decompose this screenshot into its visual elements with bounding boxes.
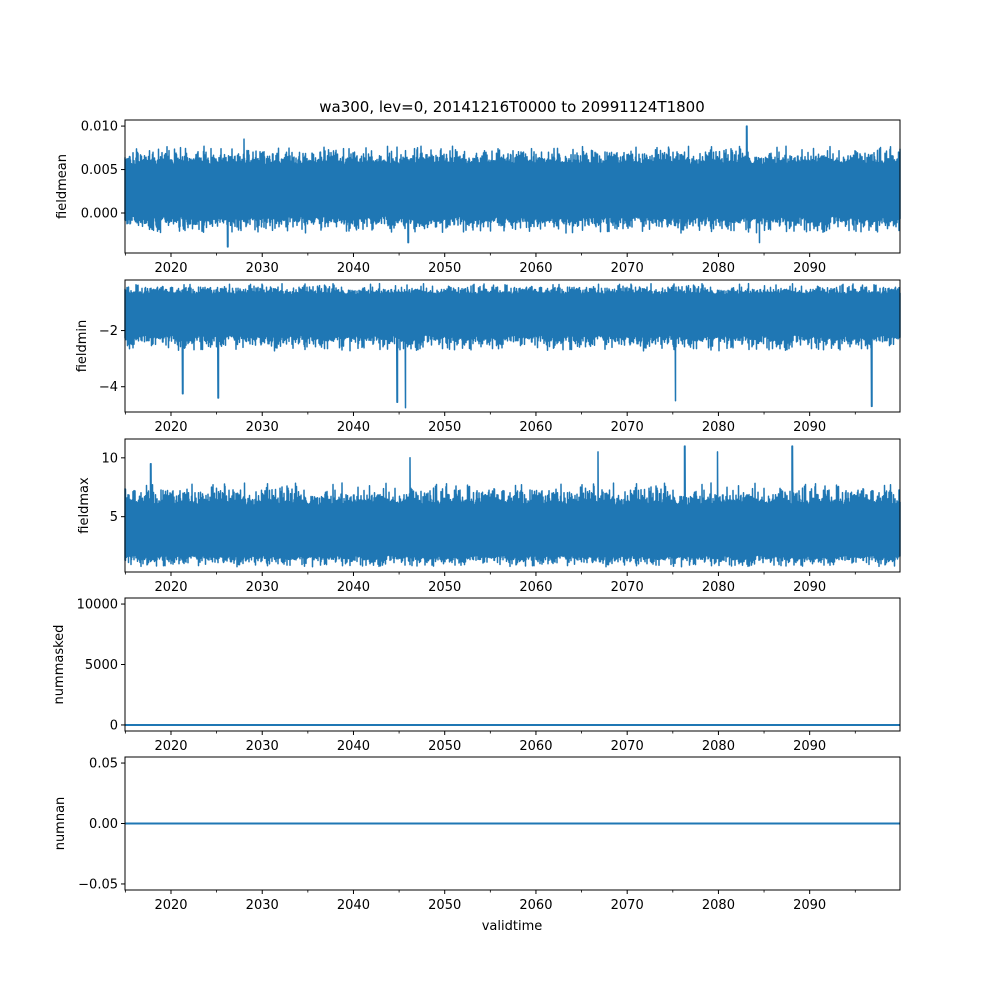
fieldmean-xtick-label: 2070: [611, 261, 644, 276]
panels: 2020 2030 2040 2050 2060 2070 2080 20900.0000.0…: [52, 119, 901, 913]
fieldmin-y-axis-label: fieldmin: [75, 320, 90, 373]
fieldmax-ytick-label: 10: [101, 451, 118, 466]
nummasked-y-axis-label: nummasked: [52, 625, 67, 705]
nummasked-xtick-label: 2030: [246, 739, 279, 754]
fieldmean-xtick-label: 2030: [246, 261, 279, 276]
x-axis-label: validtime: [482, 919, 543, 934]
fieldmin-xtick-label: 2090: [793, 420, 826, 435]
panel-fieldmin: 2020 2030 2040 2050 2060 2070 2080 2090 −4 −2 fiel…: [75, 279, 901, 435]
numnan-xtick-label: 2050: [428, 898, 461, 913]
nummasked-xtick-label: 2090: [793, 739, 826, 754]
numnan-xtick-label: 2070: [611, 898, 644, 913]
fieldmax-ytick-label: 5: [110, 510, 118, 525]
fieldmax-xtick-label: 2040: [337, 580, 370, 595]
nummasked-xtick-label: 2050: [428, 739, 461, 754]
nummasked-ytick-label: 0: [110, 718, 118, 733]
fieldmean-y-axis-label: fieldmean: [55, 154, 70, 219]
numnan-ytick-label: 0.05: [89, 757, 118, 772]
fieldmin-ytick-label: −2: [99, 324, 118, 339]
fieldmean-xtick-label: 2060: [519, 261, 552, 276]
fieldmin-series-line: [124, 282, 901, 409]
nummasked-ytick-label: 5000: [85, 658, 118, 673]
panel-fieldmax: 2020 2030 2040 2050 2060 2070 2080 2090 5 10 field…: [77, 438, 901, 595]
fieldmin-xtick-label: 2080: [702, 420, 735, 435]
fieldmean-ytick-label: 0.010: [81, 120, 118, 135]
fieldmax-xtick-label: 2020: [154, 580, 187, 595]
fieldmean-ytick-label: 0.005: [81, 163, 118, 178]
fieldmax-series-line: [124, 445, 901, 568]
fieldmin-xtick-label: 2050: [428, 420, 461, 435]
fieldmax-xtick-label: 2070: [611, 580, 644, 595]
numnan-xtick-label: 2020: [154, 898, 187, 913]
nummasked-xtick-label: 2070: [611, 739, 644, 754]
fieldmin-xtick-label: 2070: [611, 420, 644, 435]
nummasked-xtick-label: 2080: [702, 739, 735, 754]
numnan-ytick-label: −0.05: [78, 877, 118, 892]
panel-nummasked: 2020 2030 2040 2050 2060 2070 2080 2090 0 5000 100…: [52, 597, 901, 754]
fieldmin-xtick-label: 2020: [154, 420, 187, 435]
numnan-xtick-label: 2030: [246, 898, 279, 913]
fieldmin-xtick-label: 2030: [246, 420, 279, 435]
figure-title: wa300, lev=0, 20141216T0000 to 20991124T…: [319, 98, 705, 116]
fieldmean-xtick-label: 2040: [337, 261, 370, 276]
nummasked-xtick-label: 2020: [154, 739, 187, 754]
numnan-ytick-label: 0.00: [89, 817, 118, 832]
numnan-xtick-label: 2040: [337, 898, 370, 913]
nummasked-xtick-label: 2040: [337, 739, 370, 754]
fieldmean-axes-frame: [124, 119, 901, 254]
fieldmean-ytick-label: 0.000: [81, 207, 118, 222]
numnan-y-axis-label: numnan: [53, 797, 68, 851]
nummasked-ytick-label: 10000: [77, 598, 118, 613]
fieldmax-y-axis-label: fieldmax: [77, 477, 92, 534]
panel-numnan: 2020 2030 2040 2050 2060 2070 2080 2090 −0.05 0.0…: [53, 756, 901, 913]
fieldmin-ytick-label: −4: [99, 380, 118, 395]
fieldmax-xtick-label: 2030: [246, 580, 279, 595]
fieldmean-xtick-label: 2080: [702, 261, 735, 276]
fieldmax-xtick-label: 2060: [519, 580, 552, 595]
fieldmin-xtick-label: 2040: [337, 420, 370, 435]
numnan-xtick-label: 2060: [519, 898, 552, 913]
fieldmean-series-line: [124, 125, 901, 248]
fieldmean-xtick-label: 2050: [428, 261, 461, 276]
fieldmean-xtick-label: 2020: [154, 261, 187, 276]
numnan-xtick-label: 2090: [793, 898, 826, 913]
fieldmax-xtick-label: 2090: [793, 580, 826, 595]
nummasked-xtick-label: 2060: [519, 739, 552, 754]
fieldmax-xtick-label: 2080: [702, 580, 735, 595]
fieldmin-axes-frame: [124, 279, 901, 413]
numnan-xtick-label: 2080: [702, 898, 735, 913]
fieldmax-xtick-label: 2050: [428, 580, 461, 595]
fieldmin-xtick-label: 2060: [519, 420, 552, 435]
fieldmax-axes-frame: [124, 438, 901, 573]
fieldmean-xtick-label: 2090: [793, 261, 826, 276]
panel-fieldmean: 2020 2030 2040 2050 2060 2070 2080 2090 0.000 0.0…: [55, 119, 901, 276]
